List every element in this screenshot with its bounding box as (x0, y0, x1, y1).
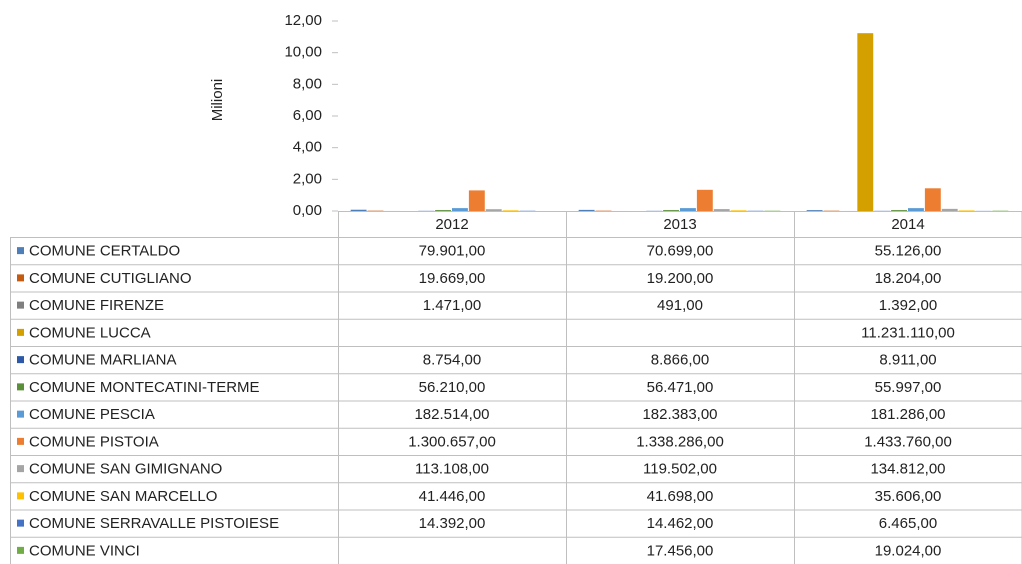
table-cell: 55.997,00 (875, 379, 942, 396)
table-cell: 8.866,00 (651, 352, 709, 369)
bar (958, 210, 975, 211)
table-cell: 41.446,00 (419, 488, 486, 505)
bar (806, 210, 823, 211)
bar (730, 210, 747, 211)
legend-label: COMUNE FIRENZE (29, 297, 164, 314)
legend-label: COMUNE PESCIA (29, 406, 155, 423)
table-cell: 182.514,00 (414, 406, 489, 423)
bar (663, 210, 679, 211)
bar (502, 210, 519, 211)
x-tick-label: 2013 (663, 216, 696, 233)
bar (468, 190, 485, 211)
legend-key (17, 328, 24, 336)
legend-label: COMUNE SERRAVALLE PISTOIESE (29, 515, 279, 532)
bar (680, 208, 696, 211)
table-cell: 41.698,00 (647, 488, 714, 505)
bar (578, 209, 595, 211)
table-cell: 6.465,00 (879, 515, 937, 532)
y-tick-label: 10,00 (284, 44, 322, 61)
table-cell: 1.392,00 (879, 297, 937, 314)
bar (452, 208, 468, 211)
table-cell: 19.024,00 (875, 542, 942, 559)
legend-label: COMUNE PISTOIA (29, 433, 159, 450)
legend-key (17, 410, 24, 418)
legend-label: COMUNE MARLIANA (29, 352, 177, 369)
table-cell: 1.433.760,00 (864, 433, 952, 450)
legend-key (17, 383, 24, 391)
legend-key (17, 301, 24, 309)
table-cell: 18.204,00 (875, 270, 942, 287)
table-cell: 134.812,00 (870, 461, 945, 478)
y-tick-label: 4,00 (293, 139, 322, 156)
legend-label: COMUNE SAN GIMIGNANO (29, 461, 222, 478)
legend-key (17, 492, 24, 500)
x-tick-label: 2012 (435, 216, 468, 233)
bar (713, 209, 730, 211)
legend-label: COMUNE LUCCA (29, 324, 151, 341)
x-tick-label: 2014 (891, 216, 924, 233)
bar (857, 33, 874, 212)
table-cell: 56.210,00 (419, 379, 486, 396)
y-tick-label: 0,00 (293, 202, 322, 219)
legend-key (17, 546, 24, 554)
y-tick-label: 2,00 (293, 170, 322, 187)
legend-key (17, 519, 24, 527)
table-cell: 79.901,00 (419, 243, 486, 260)
table-cell: 14.462,00 (647, 515, 714, 532)
bar (924, 188, 941, 211)
table-cell: 119.502,00 (643, 461, 717, 478)
y-axis-title: Milioni (209, 79, 226, 122)
table-cell: 17.456,00 (647, 542, 714, 559)
legend-label: COMUNE VINCI (29, 542, 140, 559)
table-cell: 182.383,00 (642, 406, 717, 423)
bar (435, 210, 451, 211)
y-tick-label: 12,00 (284, 12, 322, 29)
bar (941, 208, 958, 211)
table-cell: 70.699,00 (647, 243, 714, 260)
table-cell: 19.669,00 (419, 270, 486, 287)
table-cell: 8.754,00 (423, 352, 481, 369)
legend-label: COMUNE MONTECATINI-TERME (29, 379, 260, 396)
y-tick-label: 8,00 (293, 75, 322, 92)
table-cell: 181.286,00 (870, 406, 945, 423)
legend-key (17, 247, 24, 255)
table-cell: 14.392,00 (419, 515, 486, 532)
legend-key (17, 465, 24, 473)
legend-label: COMUNE CERTALDO (29, 243, 180, 260)
legend-key (17, 356, 24, 364)
bar (350, 209, 367, 211)
y-tick-label: 6,00 (293, 107, 322, 124)
table-cell: 19.200,00 (647, 270, 714, 287)
table-cell: 113.108,00 (415, 461, 489, 478)
bar (696, 189, 713, 211)
legend-key (17, 274, 24, 282)
table-cell: 56.471,00 (647, 379, 714, 396)
table-cell: 1.338.286,00 (636, 433, 724, 450)
bar (485, 209, 502, 211)
legend-label: COMUNE CUTIGLIANO (29, 270, 192, 287)
bar (891, 210, 907, 211)
table-cell: 1.471,00 (423, 297, 481, 314)
table-cell: 491,00 (657, 297, 703, 314)
table-cell: 8.911,00 (879, 352, 936, 369)
table-cell: 11.231.110,00 (861, 324, 955, 341)
legend-key (17, 437, 24, 445)
table-cell: 55.126,00 (875, 243, 942, 260)
table-cell: 1.300.657,00 (408, 433, 496, 450)
legend-label: COMUNE SAN MARCELLO (29, 488, 217, 505)
table-cell: 35.606,00 (875, 488, 942, 505)
bar (908, 208, 924, 211)
